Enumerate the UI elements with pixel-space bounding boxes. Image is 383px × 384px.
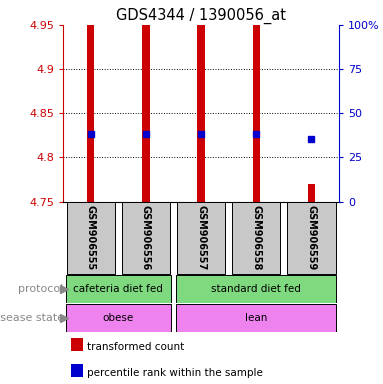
Text: disease state: disease state [0, 313, 64, 323]
Text: GSM906559: GSM906559 [306, 205, 316, 271]
Text: GSM906556: GSM906556 [141, 205, 151, 271]
Bar [122, 202, 170, 274]
Bar [66, 275, 171, 303]
Text: standard diet fed: standard diet fed [211, 284, 301, 294]
Bar [177, 202, 225, 274]
Text: GSM906557: GSM906557 [196, 205, 206, 271]
Text: cafeteria diet fed: cafeteria diet fed [74, 284, 163, 294]
Text: transformed count: transformed count [87, 342, 184, 352]
Bar [308, 184, 315, 202]
Text: lean: lean [245, 313, 267, 323]
Bar [176, 275, 336, 303]
Bar [142, 25, 149, 202]
Bar [198, 25, 205, 202]
Bar [66, 304, 171, 331]
Bar [287, 202, 336, 274]
Bar [232, 202, 280, 274]
Text: obese: obese [103, 313, 134, 323]
Text: GSM906555: GSM906555 [86, 205, 96, 271]
Title: GDS4344 / 1390056_at: GDS4344 / 1390056_at [116, 7, 286, 23]
Bar [253, 25, 260, 202]
Text: percentile rank within the sample: percentile rank within the sample [87, 367, 263, 377]
Bar [67, 202, 115, 274]
Bar [87, 25, 94, 202]
Text: GSM906558: GSM906558 [251, 205, 261, 271]
Bar [176, 304, 336, 331]
Text: protocol: protocol [18, 284, 64, 294]
